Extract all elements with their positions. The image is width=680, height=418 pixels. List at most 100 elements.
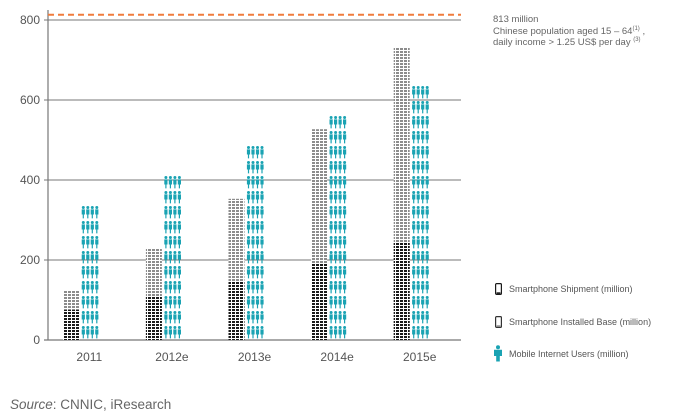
person-icon: [90, 206, 94, 219]
bars: [63, 47, 429, 340]
person-icon: [338, 281, 342, 294]
person-icon: [416, 266, 420, 279]
person-icon: [412, 86, 416, 99]
person-icon: [343, 296, 347, 309]
person-icon: [95, 251, 99, 264]
person-icon: [90, 221, 94, 234]
person-icon: [412, 116, 416, 129]
annotation-description: Chinese population aged 15 – 64(1) ,: [493, 26, 678, 38]
person-icon: [329, 251, 333, 264]
person-icon: [173, 296, 177, 309]
person-icon: [421, 146, 425, 159]
person-icon: [412, 266, 416, 279]
person-icon: [168, 176, 172, 189]
person-icon: [329, 161, 333, 174]
person-icon: [421, 311, 425, 324]
person-icon: [86, 251, 90, 264]
phone-outline-icon: [492, 283, 504, 295]
legend-label-users: Mobile Internet Users (million): [509, 348, 629, 359]
person-icon: [251, 206, 255, 219]
person-icon: [173, 236, 177, 249]
person-icon: [343, 191, 347, 204]
legend-item-shipment: Smartphone Shipment (million): [492, 283, 633, 295]
person-icon: [334, 326, 338, 339]
person-icon: [416, 296, 420, 309]
person-icon: [81, 311, 85, 324]
annotation-line3: daily income > 1.25 US$ per day: [493, 37, 631, 48]
person-icon: [86, 266, 90, 279]
annotation-comma: ,: [642, 25, 646, 37]
person-icon: [251, 176, 255, 189]
person-icon: [421, 191, 425, 204]
person-icon: [81, 221, 85, 234]
person-icon: [95, 236, 99, 249]
person-icon: [421, 266, 425, 279]
person-icon: [412, 236, 416, 249]
person-icon: [251, 236, 255, 249]
person-icon: [412, 131, 416, 144]
person-icon: [338, 266, 342, 279]
person-icon: [412, 161, 416, 174]
person-icon: [246, 296, 251, 309]
person-icon: [95, 326, 99, 339]
person-icon: [343, 206, 347, 219]
person-icon: [425, 191, 429, 204]
person-icon: [343, 281, 347, 294]
person-icon: [412, 101, 416, 114]
person-icon: [251, 266, 255, 279]
person-icon: [177, 221, 181, 234]
person-icon: [86, 311, 90, 324]
person-icon: [177, 311, 181, 324]
person-icon: [412, 221, 416, 234]
person-icon: [492, 345, 504, 362]
person-icon: [81, 206, 85, 219]
person-icon: [343, 251, 347, 264]
person-icon: [421, 206, 425, 219]
person-icon: [251, 146, 255, 159]
person-icon: [177, 296, 181, 309]
person-icon: [90, 326, 94, 339]
person-icon: [81, 266, 85, 279]
person-icon: [421, 236, 425, 249]
person-icon: [164, 236, 168, 249]
person-icon: [251, 191, 255, 204]
person-icon: [421, 101, 425, 114]
person-icon: [425, 176, 429, 189]
person-icon: [343, 236, 347, 249]
person-icon: [260, 296, 264, 309]
person-icon: [95, 221, 99, 234]
person-icon: [416, 221, 420, 234]
person-icon: [425, 146, 429, 159]
person-icon: [168, 206, 172, 219]
source-note: Source: CNNIC, iResearch: [10, 397, 171, 412]
person-icon: [421, 281, 425, 294]
person-icon: [86, 296, 90, 309]
person-icon: [246, 281, 251, 294]
person-icon: [86, 221, 90, 234]
y-tick-label: 400: [20, 173, 40, 187]
person-icon: [334, 236, 338, 249]
person-icon: [425, 296, 429, 309]
person-icon: [334, 116, 338, 129]
person-icon: [95, 311, 99, 324]
person-icon: [425, 131, 429, 144]
person-icon: [260, 161, 264, 174]
person-icon: [412, 176, 416, 189]
person-icon: [343, 131, 347, 144]
person-icon: [425, 251, 429, 264]
x-tick-label: 2011: [76, 350, 102, 364]
shipment-bar: [145, 296, 162, 340]
person-icon: [329, 221, 333, 234]
person-icon: [425, 116, 429, 129]
person-icon: [334, 296, 338, 309]
person-icon: [168, 326, 172, 339]
person-icon: [343, 311, 347, 324]
person-icon: [416, 116, 420, 129]
person-icon: [255, 251, 260, 264]
person-icon: [95, 296, 99, 309]
person-icon: [177, 191, 181, 204]
person-icon: [421, 161, 425, 174]
person-icon: [329, 266, 333, 279]
person-icon: [416, 326, 420, 339]
person-icon: [246, 161, 251, 174]
